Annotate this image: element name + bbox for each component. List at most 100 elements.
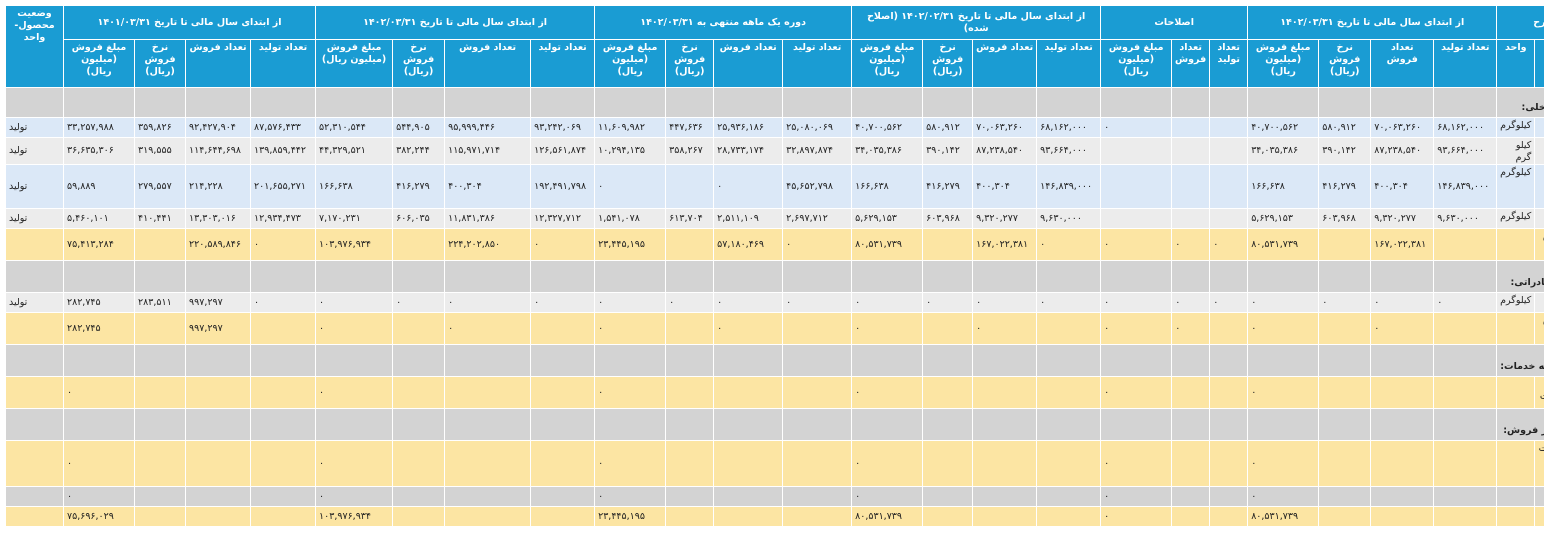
empty-cell xyxy=(922,344,974,377)
value-cell: ۰ xyxy=(315,292,394,313)
value-cell xyxy=(444,506,532,527)
subhdr-adj-sale: تعداد فروش xyxy=(1171,39,1211,88)
hdr-group-c: دوره یک ماهه منتهی به ۱۴۰۲/۰۳/۳۱ xyxy=(594,5,853,40)
adjustment-cell xyxy=(1171,506,1211,527)
table-row: اسید ترفتالیک خالصکیلوگرم۱۴۶,۸۳۹,۰۰۰۴۰۰,… xyxy=(5,164,1544,209)
empty-cell xyxy=(922,87,974,118)
empty-cell xyxy=(1433,408,1498,441)
value-cell: ۸۰,۵۳۱,۷۳۹ xyxy=(851,506,924,527)
adjustment-cell xyxy=(1209,486,1249,507)
value-cell: ۴۴۷,۶۳۶ xyxy=(665,117,715,138)
value-cell: ۸۷,۲۳۸,۵۴۰ xyxy=(972,137,1038,165)
value-cell xyxy=(972,440,1038,487)
empty-cell xyxy=(594,408,667,441)
empty-cell xyxy=(594,260,667,293)
value-cell: ۲۲۰,۵۸۹,۸۴۶ xyxy=(185,228,252,261)
value-cell xyxy=(134,228,187,261)
value-cell: ۴۱۶,۲۷۹ xyxy=(922,164,974,209)
value-cell: ۲۳,۴۴۵,۱۹۵ xyxy=(594,228,667,261)
empty-cell xyxy=(530,408,596,441)
value-cell xyxy=(185,440,252,487)
value-cell xyxy=(530,312,596,345)
value-cell: ۹,۳۲۰,۲۷۷ xyxy=(972,208,1038,229)
value-cell xyxy=(392,376,446,409)
empty-cell xyxy=(1100,344,1173,377)
empty-cell xyxy=(922,408,974,441)
empty-cell xyxy=(250,87,317,118)
subhdr-prod: تعداد تولید xyxy=(250,39,317,88)
empty-cell xyxy=(782,344,853,377)
unit-cell xyxy=(1496,228,1536,261)
unit-cell: کیلوگرم xyxy=(1496,292,1536,313)
section-label: فروش صادراتی: xyxy=(1496,260,1544,293)
adjustment-cell xyxy=(1171,486,1211,507)
empty-cell xyxy=(392,87,446,118)
value-cell: ۰ xyxy=(1370,312,1435,345)
value-cell: ۰ xyxy=(713,292,784,313)
value-cell: ۰ xyxy=(594,292,667,313)
product-name: جمع فروش صادراتی xyxy=(1534,312,1544,345)
value-cell xyxy=(1036,486,1102,507)
value-cell: ۰ xyxy=(594,164,667,209)
value-cell: ۶۸,۱۶۲,۰۰۰ xyxy=(1036,117,1102,138)
empty-cell xyxy=(1247,87,1320,118)
status-cell: تولید xyxy=(5,137,64,165)
value-cell: ۵۲,۳۱۰,۵۴۴ xyxy=(315,117,394,138)
value-cell: ۰ xyxy=(1433,292,1498,313)
table-row: گرید بطریکیلوگرم۶۸,۱۶۲,۰۰۰۷۰,۰۶۳,۲۶۰۵۸۰,… xyxy=(5,117,1544,138)
value-cell: ۰ xyxy=(62,440,136,487)
value-cell: ۱۶۶,۶۳۸ xyxy=(315,164,394,209)
unit-cell xyxy=(1496,312,1536,345)
value-cell: ۰ xyxy=(1247,486,1320,507)
empty-cell xyxy=(1171,408,1211,441)
empty-cell xyxy=(530,87,596,118)
value-cell xyxy=(134,440,187,487)
adjustment-cell xyxy=(1171,208,1211,229)
subhdr-amount: مبلغ فروش (میلیون ریال) xyxy=(851,39,924,88)
empty-cell xyxy=(594,344,667,377)
value-cell: ۰ xyxy=(62,376,136,409)
empty-cell xyxy=(315,344,394,377)
value-cell: ۴۱۶,۲۷۹ xyxy=(392,164,446,209)
empty-cell xyxy=(1209,260,1249,293)
empty-cell xyxy=(392,260,446,293)
value-cell: ۰ xyxy=(782,228,853,261)
empty-cell xyxy=(1370,87,1435,118)
value-cell xyxy=(1036,312,1102,345)
adjustment-cell xyxy=(1171,376,1211,409)
value-cell: ۴۴,۳۲۹,۵۲۱ xyxy=(315,137,394,165)
value-cell xyxy=(1433,506,1498,527)
value-cell: ۲۵,۹۳۶,۱۸۶ xyxy=(713,117,784,138)
value-cell xyxy=(782,312,853,345)
empty-cell xyxy=(315,87,394,118)
unit-cell xyxy=(1496,376,1536,409)
empty-cell xyxy=(922,260,974,293)
value-cell: ۳۱۹,۵۵۵ xyxy=(134,137,187,165)
hdr-group-e: از ابتدای سال مالی تا تاریخ ۱۴۰۱/۰۳/۳۱ xyxy=(62,5,317,40)
empty-cell xyxy=(1370,260,1435,293)
empty-cell xyxy=(185,87,252,118)
value-cell: ۰ xyxy=(851,292,924,313)
table-row: گرید الیافکیلو گرم۹۳,۶۶۴,۰۰۰۸۷,۲۳۸,۵۴۰۳۹… xyxy=(5,137,1544,165)
value-cell xyxy=(665,440,715,487)
value-cell: ۲۳,۴۴۵,۱۹۵ xyxy=(594,506,667,527)
value-cell: ۳۴,۰۳۵,۳۸۶ xyxy=(1247,137,1320,165)
empty-cell xyxy=(782,408,853,441)
empty-cell xyxy=(1209,87,1249,118)
empty-cell xyxy=(1171,260,1211,293)
value-cell xyxy=(922,506,974,527)
value-cell xyxy=(392,228,446,261)
adjustment-cell: ۰ xyxy=(1100,440,1173,487)
value-cell: ۳۳,۲۵۷,۹۸۸ xyxy=(62,117,136,138)
value-cell xyxy=(134,312,187,345)
value-cell xyxy=(134,486,187,507)
value-cell xyxy=(665,164,715,209)
adjustment-cell: ۰ xyxy=(1100,312,1173,345)
adjustment-cell xyxy=(1171,117,1211,138)
value-cell xyxy=(530,440,596,487)
subhdr-rate: نرخ فروش (ریال) xyxy=(392,39,446,88)
subhdr-sale: تعداد فروش xyxy=(972,39,1038,88)
value-cell xyxy=(713,486,784,507)
value-cell: ۴۰,۷۰۰,۵۶۲ xyxy=(851,117,924,138)
empty-cell xyxy=(5,87,64,118)
